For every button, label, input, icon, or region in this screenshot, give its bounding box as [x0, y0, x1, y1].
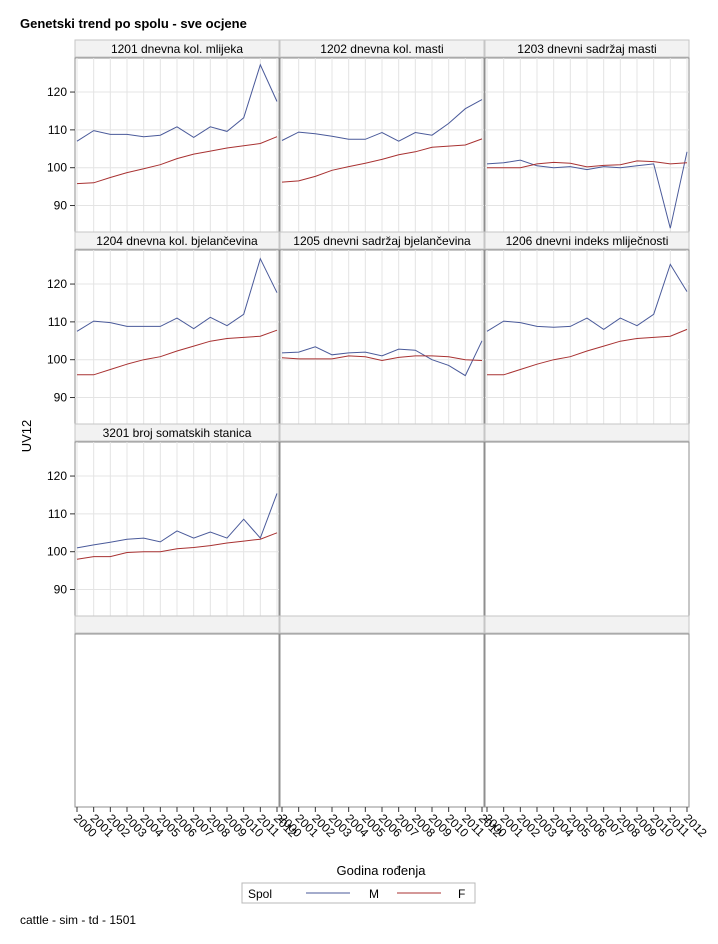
panel: 1203 dnevni sadržaj masti	[484, 39, 690, 233]
panel-header	[279, 231, 485, 250]
panel-title: 1204 dnevna kol. bjelančevina	[96, 234, 258, 248]
series-f-line	[281, 138, 483, 183]
empty-panel-header	[74, 615, 280, 634]
series-f-line	[77, 329, 278, 376]
series-f-line	[76, 532, 278, 560]
y-tick-label: 110	[48, 315, 67, 329]
panel-title: 3201 broj somatskih stanica	[103, 426, 252, 440]
y-tick-label: 90	[54, 583, 68, 597]
panel-title: 1203 dnevni sadržaj masti	[517, 42, 656, 56]
y-tick-label: 110	[48, 507, 67, 521]
empty-panel	[74, 633, 280, 808]
y-tick-label: 110	[48, 123, 67, 137]
panel-header	[74, 423, 280, 442]
chart-title: Genetski trend po spolu - sve ocjene	[20, 16, 247, 31]
panel-header	[484, 39, 690, 58]
panel-header	[74, 231, 280, 250]
panel-frame	[484, 441, 690, 617]
empty-panel	[484, 423, 690, 617]
series-f-line	[281, 355, 483, 362]
panel-title: 1201 dnevna kol. mlijeka	[111, 42, 243, 56]
panel-header	[484, 231, 690, 250]
series-f-line	[487, 160, 688, 169]
legend-m-label: M	[369, 887, 379, 901]
series-m-line	[486, 151, 688, 229]
series-m-line	[76, 493, 278, 549]
y-tick-label: 100	[47, 353, 67, 367]
y-axis-label: UV12	[19, 420, 34, 453]
empty-panel-header	[279, 615, 485, 634]
panel-header	[74, 39, 280, 58]
legend-title: Spol	[248, 887, 272, 901]
empty-panel	[484, 633, 690, 808]
y-tick-label: 100	[47, 161, 67, 175]
y-tick-label: 120	[47, 277, 67, 291]
series-m-line	[486, 263, 688, 332]
series-m-line	[281, 340, 483, 377]
panel: 1201 dnevna kol. mlijeka 90 100 110 120	[47, 39, 280, 233]
legend-f-label: F	[458, 887, 465, 901]
empty-panel	[279, 423, 485, 617]
x-tick-labels: 2000200120022003200420052006200720082009…	[71, 807, 710, 840]
panel: 1205 dnevni sadržaj bjelančevina	[279, 231, 485, 425]
panel-title: 1206 dnevni indeks mliječnosti	[506, 234, 669, 248]
panel-header	[484, 423, 690, 442]
empty-panel	[279, 633, 485, 808]
empty-panel-header	[484, 615, 690, 634]
panel-frame	[279, 441, 485, 617]
series-f-line	[487, 328, 688, 376]
y-tick-label: 90	[54, 199, 68, 213]
series-m-line	[281, 99, 483, 142]
legend-frame	[241, 882, 476, 904]
panel-title: 1202 dnevna kol. masti	[320, 42, 443, 56]
y-tick-label: 120	[47, 469, 67, 483]
y-tick-label: 90	[54, 391, 68, 405]
series-f-line	[76, 136, 278, 185]
series-m-line	[76, 257, 278, 332]
panel: 1202 dnevna kol. masti	[279, 39, 485, 233]
y-tick-label: 100	[47, 545, 67, 559]
series-m-line	[76, 63, 278, 142]
panel-title: 1205 dnevni sadržaj bjelančevina	[293, 234, 471, 248]
panel: 1206 dnevni indeks mliječnosti	[484, 231, 690, 425]
panel-header	[279, 39, 485, 58]
panel-grid: 1201 dnevna kol. mlijeka 90 100 110 120 1202 …	[47, 39, 690, 808]
x-axis-label: Godina rođenja	[337, 863, 427, 878]
footnote: cattle - sim - td - 1501	[20, 913, 136, 927]
panel-header	[279, 423, 485, 442]
y-tick-label: 120	[47, 85, 67, 99]
panel: 1204 dnevna kol. bjelančevina 90 100 110 120	[47, 231, 280, 425]
legend: Spol M F	[241, 882, 476, 904]
panel: 3201 broj somatskih stanica 90 100 110 120	[47, 423, 280, 617]
